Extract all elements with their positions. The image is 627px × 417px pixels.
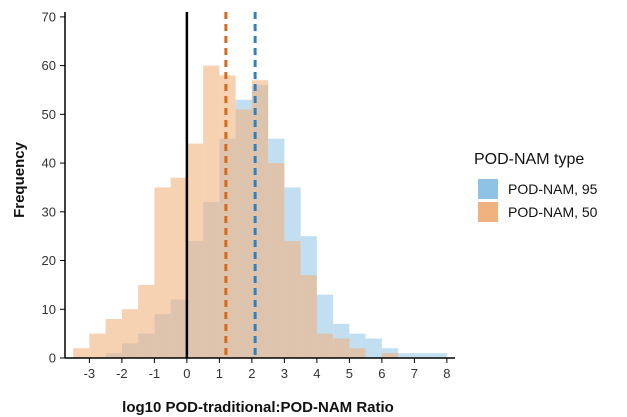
y-tick-label: 50 <box>42 107 56 122</box>
bar-pod-nam-50-9 <box>219 75 236 358</box>
y-axis-title: Frequency <box>11 141 28 218</box>
y-tick-label: 60 <box>42 58 56 73</box>
x-tick-label: 7 <box>411 366 418 381</box>
bar-pod-nam-50-8 <box>203 65 220 358</box>
x-tick-label: 4 <box>313 366 320 381</box>
bars-layer <box>73 65 447 359</box>
legend-label-pod-nam-95: POD-NAM, 95 <box>508 181 598 197</box>
x-tick-label: -3 <box>84 366 96 381</box>
bar-pod-nam-50-0 <box>73 348 90 358</box>
legend-label-pod-nam-50: POD-NAM, 50 <box>508 204 598 220</box>
legend-swatch-pod-nam-50 <box>478 202 498 222</box>
bar-pod-nam-50-14 <box>300 275 317 358</box>
y-tick-label: 70 <box>42 9 56 24</box>
bar-pod-nam-95-20 <box>398 353 415 358</box>
bar-pod-nam-50-4 <box>138 284 155 358</box>
bar-pod-nam-50-6 <box>170 177 187 358</box>
x-tick-label: 1 <box>216 366 223 381</box>
y-tick-label: 20 <box>42 253 56 268</box>
legend-swatch-pod-nam-95 <box>478 179 498 199</box>
axes <box>64 12 455 359</box>
bar-pod-nam-95-18 <box>365 338 382 358</box>
y-tick-label: 40 <box>42 156 56 171</box>
bar-pod-nam-50-15 <box>316 333 334 358</box>
x-tick-label: -2 <box>116 366 128 381</box>
bar-pod-nam-50-2 <box>105 319 122 358</box>
y-tick-label: 10 <box>42 302 56 317</box>
x-tick-label: 3 <box>281 366 288 381</box>
bar-pod-nam-50-16 <box>333 338 350 358</box>
reference-lines <box>185 12 257 358</box>
bar-pod-nam-50-12 <box>268 163 285 358</box>
x-tick-label: 8 <box>443 366 450 381</box>
bar-pod-nam-50-13 <box>284 241 301 358</box>
legend-title: POD-NAM type <box>474 151 584 168</box>
bar-pod-nam-50-10 <box>235 109 252 359</box>
x-axis-title: log10 POD-traditional:POD-NAM Ratio <box>122 399 394 416</box>
x-tick-label: 2 <box>248 366 255 381</box>
x-tick-label: -1 <box>149 366 161 381</box>
bar-pod-nam-50-1 <box>89 333 106 358</box>
bar-pod-nam-50-3 <box>121 309 139 358</box>
bar-pod-nam-50-17 <box>349 348 366 358</box>
bar-pod-nam-50-7 <box>186 143 204 358</box>
legend: POD-NAM type POD-NAM, 95 POD-NAM, 50 <box>474 151 598 222</box>
bar-pod-nam-95-21 <box>414 353 431 358</box>
x-tick-label: 5 <box>346 366 353 381</box>
bar-pod-nam-95-22 <box>430 353 447 358</box>
y-tick-label: 0 <box>49 351 56 366</box>
bar-pod-nam-50-19 <box>381 353 399 358</box>
x-tick-label: 6 <box>378 366 385 381</box>
x-tick-label: 0 <box>183 366 190 381</box>
tick-labels: -3 -2 -1 0 1 2 3 4 5 6 7 8 0 10 20 30 40 50 60 70 <box>42 9 451 381</box>
y-tick-label: 30 <box>42 204 56 219</box>
bar-pod-nam-50-5 <box>154 187 171 358</box>
